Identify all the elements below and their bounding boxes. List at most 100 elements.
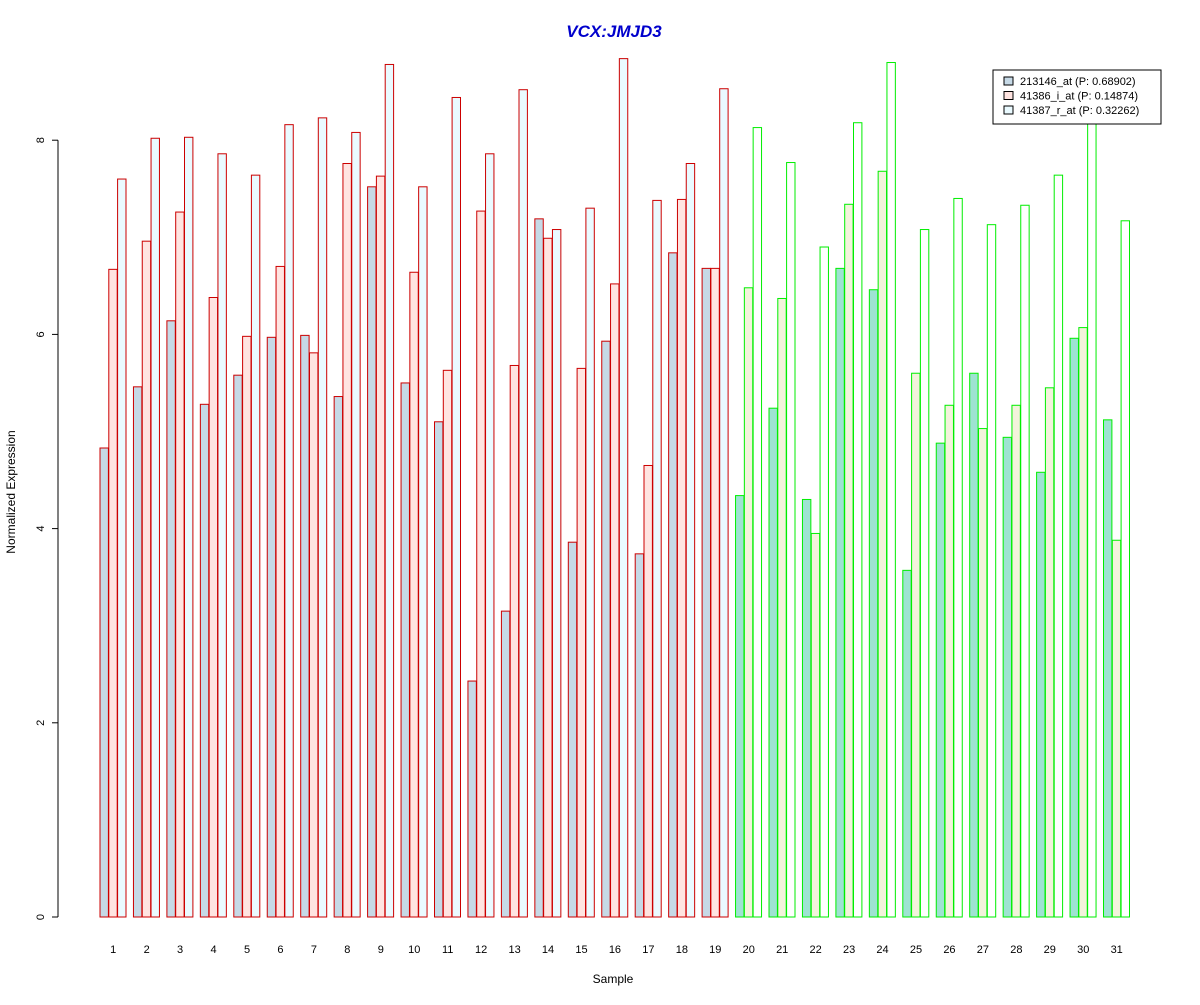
- bar-sample-26-series-2: [944, 404, 954, 918]
- y-tick-label: 0: [35, 914, 47, 920]
- bar-sample-8-series-1: [333, 396, 344, 918]
- bar-sample-13-series-2: [509, 364, 520, 918]
- bar-sample-26-series-3: [953, 197, 963, 918]
- bar-sample-9-series-2: [375, 175, 386, 918]
- bar-sample-5-series-2: [242, 335, 252, 918]
- bar-sample-15-series-1: [567, 541, 578, 918]
- bar-sample-5-series-1: [233, 374, 243, 918]
- bar-sample-29-series-1: [1036, 471, 1046, 918]
- x-tick-label: 20: [743, 944, 755, 956]
- y-tick-label: 8: [35, 137, 47, 143]
- bar-sample-23-series-1: [835, 267, 845, 918]
- bar-sample-8-series-2: [342, 163, 352, 918]
- x-tick-label: 16: [609, 944, 621, 956]
- bar-sample-26-series-1: [935, 442, 946, 918]
- bar-sample-14-series-1: [534, 218, 544, 918]
- x-tick-label: 30: [1077, 944, 1089, 956]
- bar-sample-18-series-3: [685, 163, 696, 918]
- x-tick-label: 19: [709, 944, 721, 956]
- bar-sample-6-series-3: [284, 124, 294, 918]
- bar-sample-27-series-1: [969, 372, 979, 918]
- bar-sample-30-series-1: [1069, 337, 1079, 918]
- x-tick-label: 1: [110, 944, 116, 956]
- bar-sample-31-series-3: [1120, 220, 1130, 918]
- bar-sample-19-series-1: [701, 267, 711, 918]
- bar-sample-9-series-3: [384, 63, 395, 918]
- bar-sample-20-series-3: [752, 127, 763, 918]
- x-tick-label: 8: [344, 944, 350, 956]
- legend: 213146_at (P: 0.68902) 41386_i_at (P: 0.1…: [992, 69, 1162, 125]
- x-tick-label: 9: [378, 944, 384, 956]
- x-tick-label: 24: [876, 944, 888, 956]
- bar-sample-8-series-3: [351, 131, 361, 918]
- x-axis-label: Sample: [593, 972, 634, 986]
- y-axis: 0 2 4 6 8: [35, 137, 59, 920]
- bar-sample-16-series-1: [601, 340, 611, 918]
- y-axis-label: Normalized Expression: [4, 430, 18, 553]
- bar-sample-12-series-2: [476, 210, 486, 918]
- x-tick-label: 15: [575, 944, 587, 956]
- x-tick-label: 18: [676, 944, 688, 956]
- bar-sample-22-series-1: [801, 498, 812, 918]
- bar-sample-2-series-1: [132, 386, 143, 918]
- bar-sample-7-series-2: [309, 352, 319, 918]
- bar-sample-25-series-3: [919, 229, 930, 918]
- bar-sample-2-series-2: [141, 240, 152, 918]
- bar-sample-10-series-1: [400, 382, 410, 918]
- x-tick-label: 23: [843, 944, 855, 956]
- x-tick-label: 22: [810, 944, 822, 956]
- x-tick-label: 25: [910, 944, 922, 956]
- bar-sample-28-series-2: [1011, 404, 1021, 918]
- x-tick-label: 21: [776, 944, 788, 956]
- y-tick-label: 4: [35, 526, 47, 532]
- bar-sample-10-series-3: [418, 186, 428, 918]
- legend-swatch-3: [1003, 105, 1014, 115]
- bar-sample-25-series-1: [902, 569, 912, 918]
- bar-sample-11-series-1: [434, 421, 444, 918]
- bar-sample-22-series-2: [810, 532, 821, 918]
- x-tick-label: 29: [1044, 944, 1056, 956]
- x-tick-label: 4: [210, 944, 216, 956]
- bar-sample-4-series-1: [199, 403, 210, 918]
- bar-sample-18-series-2: [676, 198, 687, 918]
- bar-sample-17-series-3: [652, 199, 662, 918]
- x-tick-labels: 1 2 3 4 5 6 7 8 9 10 11 12 13 14 15 16 17 18 19 20 21 22 23 24 2…: [110, 944, 1123, 956]
- bar-sample-25-series-2: [911, 372, 921, 918]
- bar-sample-1-series-2: [108, 268, 118, 918]
- bar-sample-16-series-3: [618, 58, 629, 918]
- bar-sample-4-series-2: [208, 297, 219, 918]
- bar-sample-13-series-1: [500, 610, 511, 918]
- bar-sample-20-series-1: [735, 495, 745, 918]
- y-tick-label: 6: [35, 331, 47, 337]
- bar-sample-7-series-1: [300, 334, 310, 918]
- legend-label-3: 41387_r_at (P: 0.32262): [1020, 105, 1139, 117]
- bar-sample-23-series-2: [844, 203, 854, 918]
- legend-box: [992, 69, 1162, 125]
- bar-sample-13-series-3: [518, 89, 528, 918]
- bar-sample-12-series-1: [467, 680, 477, 918]
- x-tick-label: 31: [1111, 944, 1123, 956]
- chart-title: VCX:JMJD3: [566, 22, 662, 41]
- bar-sample-3-series-3: [184, 136, 194, 918]
- legend-label-1: 213146_at (P: 0.68902): [1020, 76, 1136, 88]
- x-tick-label: 6: [277, 944, 283, 956]
- bar-sample-23-series-3: [853, 122, 863, 918]
- bar-sample-31-series-1: [1103, 419, 1113, 918]
- bar-sample-6-series-2: [275, 265, 285, 918]
- x-tick-label: 26: [943, 944, 955, 956]
- x-tick-label: 13: [508, 944, 520, 956]
- bar-sample-19-series-3: [719, 88, 729, 918]
- bar-sample-30-series-2: [1078, 327, 1088, 918]
- bar-sample-1-series-1: [99, 447, 109, 918]
- bar-sample-16-series-2: [610, 283, 620, 918]
- bar-sample-15-series-2: [576, 367, 586, 918]
- bar-sample-24-series-3: [886, 62, 896, 918]
- legend-swatch-1: [1003, 76, 1014, 86]
- bars: [99, 58, 1130, 918]
- bar-sample-21-series-1: [768, 407, 778, 918]
- bar-sample-14-series-3: [551, 229, 562, 918]
- y-tick-label: 2: [35, 720, 47, 726]
- bar-sample-11-series-2: [442, 369, 453, 918]
